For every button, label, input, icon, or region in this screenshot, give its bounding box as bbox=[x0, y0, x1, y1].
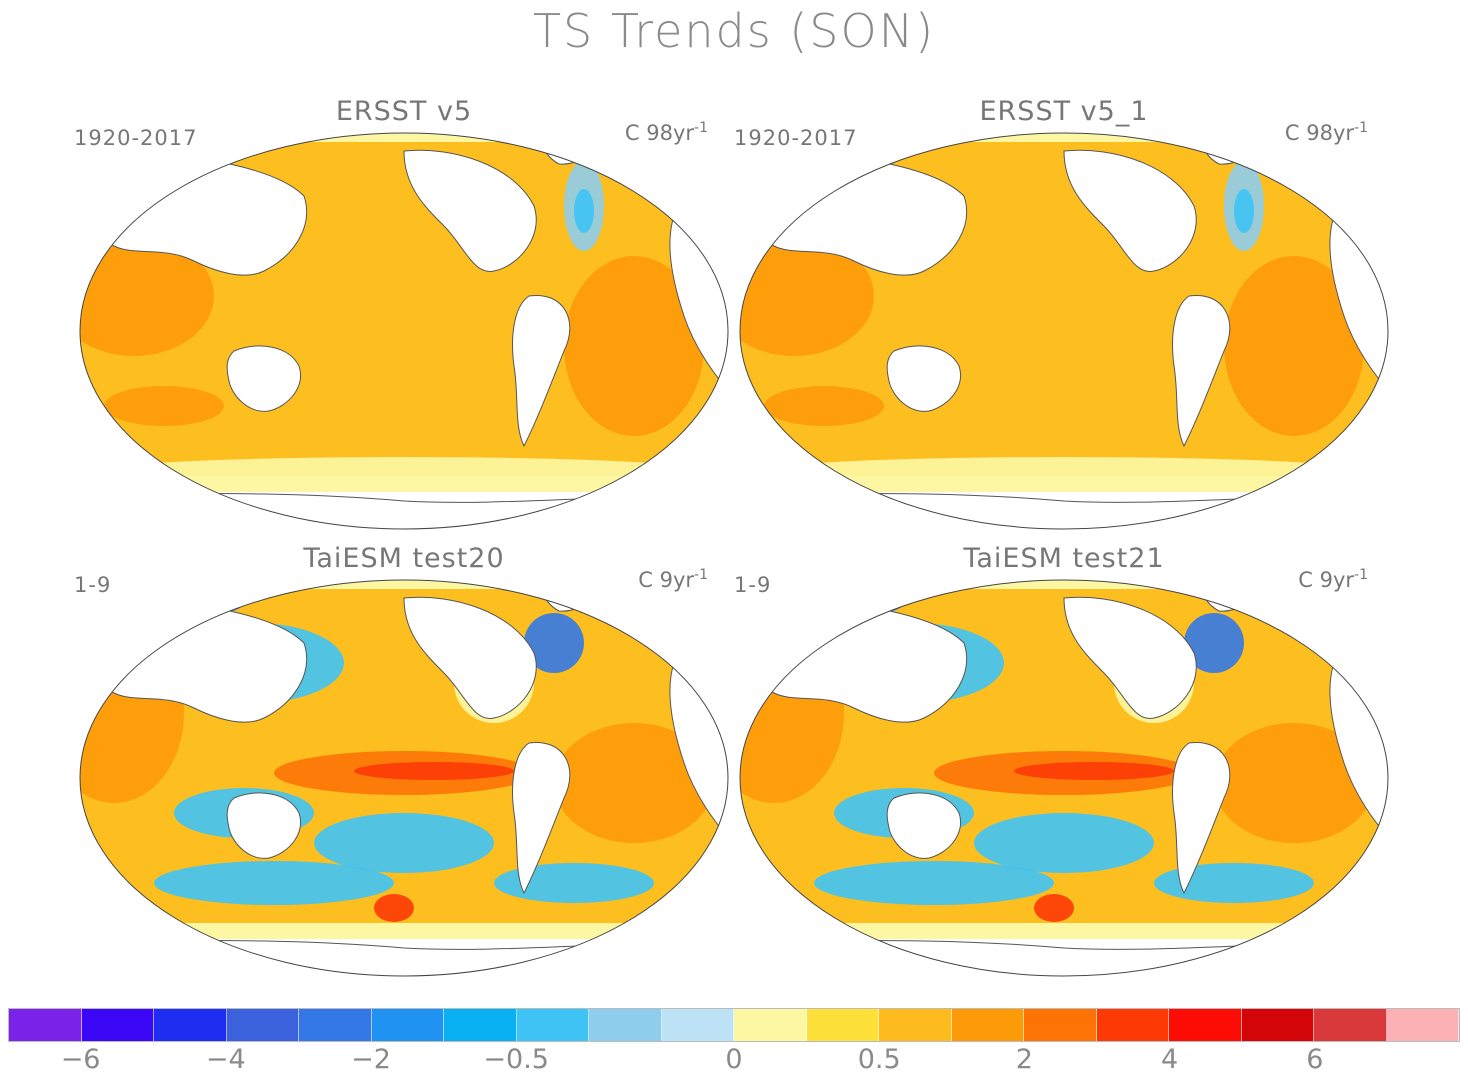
map-taiesm-test20 bbox=[79, 579, 729, 977]
colorbar-segment bbox=[81, 1009, 154, 1041]
colorbar-segment bbox=[734, 1009, 807, 1041]
colorbar-segment bbox=[1314, 1009, 1387, 1041]
colorbar-segment bbox=[589, 1009, 662, 1041]
colorbar-segment bbox=[951, 1009, 1024, 1041]
panel-period: 1920-2017 bbox=[74, 126, 198, 150]
panel-period: 1920-2017 bbox=[734, 126, 858, 150]
colorbar-segment bbox=[371, 1009, 444, 1041]
panel-title: TaiESM test20 bbox=[303, 543, 505, 574]
colorbar-segment bbox=[1241, 1009, 1314, 1041]
colorbar-tick-label: −6 bbox=[60, 1044, 101, 1075]
colorbar-tick-label: −4 bbox=[205, 1044, 246, 1075]
panel-period: 1-9 bbox=[74, 573, 112, 597]
map-ersst-v5 bbox=[79, 132, 729, 530]
colorbar-segment bbox=[1024, 1009, 1097, 1041]
colorbar-segment bbox=[879, 1009, 952, 1041]
panel-units: C 9yr-1 bbox=[638, 567, 708, 592]
colorbar-segment bbox=[806, 1009, 879, 1041]
colorbar-tick-label: 6 bbox=[1306, 1044, 1324, 1075]
colorbar-segment bbox=[1386, 1009, 1459, 1041]
map-panel-ersst-v5-1: ERSST v5_1 1920-2017 C 98yr-1 bbox=[734, 96, 1394, 536]
map-panel-taiesm-test21: TaiESM test21 1-9 C 9yr-1 bbox=[734, 543, 1394, 983]
panel-period: 1-9 bbox=[734, 573, 772, 597]
panel-title: TaiESM test21 bbox=[963, 543, 1165, 574]
colorbar-segment bbox=[1169, 1009, 1242, 1041]
map-ersst-v5-1 bbox=[739, 132, 1389, 530]
colorbar-tick-label: 4 bbox=[1161, 1044, 1179, 1075]
panel-units: C 9yr-1 bbox=[1298, 567, 1368, 592]
colorbar-segment bbox=[444, 1009, 517, 1041]
colorbar-segment bbox=[9, 1009, 82, 1041]
figure-title: TS Trends (SON) bbox=[532, 4, 936, 58]
colorbar-tick-label: −2 bbox=[351, 1044, 391, 1075]
colorbar-tick-label: 0 bbox=[725, 1044, 743, 1075]
colorbar-tick-label: 0.5 bbox=[857, 1044, 901, 1075]
colorbar-segment bbox=[661, 1009, 734, 1041]
colorbar-segment bbox=[154, 1009, 227, 1041]
colorbar-labels: −6 −4 −2 −0.5 0 0.5 2 4 6 bbox=[8, 1044, 1460, 1080]
panel-units: C 98yr-1 bbox=[1284, 120, 1368, 145]
colorbar-segment bbox=[516, 1009, 589, 1041]
map-panel-taiesm-test20: TaiESM test20 1-9 C 9yr-1 bbox=[74, 543, 734, 983]
map-taiesm-test21 bbox=[739, 579, 1389, 977]
colorbar-segment bbox=[226, 1009, 299, 1041]
map-panel-ersst-v5: ERSST v5 1920-2017 C 98yr-1 bbox=[74, 96, 734, 536]
colorbar-tick-label: −0.5 bbox=[483, 1044, 549, 1075]
panel-title: ERSST v5_1 bbox=[979, 96, 1149, 127]
panel-units: C 98yr-1 bbox=[624, 120, 708, 145]
colorbar-tick-label: 2 bbox=[1015, 1044, 1033, 1075]
colorbar bbox=[8, 1008, 1460, 1042]
panel-title: ERSST v5 bbox=[335, 96, 473, 127]
colorbar-segment bbox=[1096, 1009, 1169, 1041]
colorbar-segment bbox=[299, 1009, 372, 1041]
